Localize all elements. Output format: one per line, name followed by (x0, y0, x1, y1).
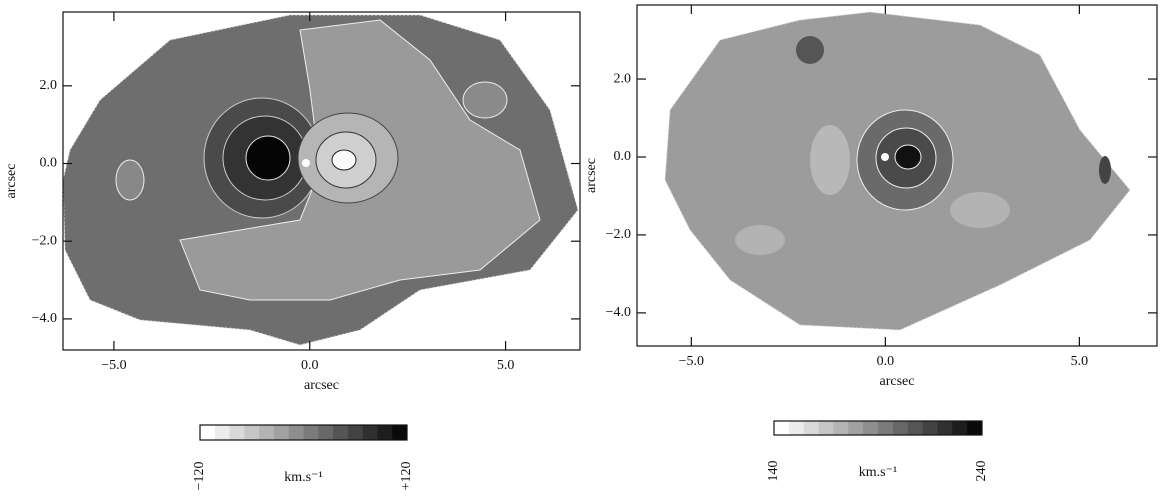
x-tick-label: 0.0 (301, 358, 319, 373)
colorbar-segment (259, 425, 275, 440)
colorbar-segment (907, 421, 924, 435)
colorbar-segment (774, 421, 790, 435)
y-tick-label: −2.0 (606, 227, 631, 242)
x-tick-label: 0.0 (877, 354, 895, 369)
colorbar-segment (214, 425, 231, 440)
colorbar-segment (803, 421, 820, 435)
colorbar-segment (392, 425, 408, 440)
dispersion-map (664, 11, 1131, 331)
y-axis-label: arcsec (4, 164, 19, 199)
x-tick-label: −5.0 (101, 358, 126, 373)
colorbar-segment (892, 421, 909, 435)
colorbar-segment (244, 425, 260, 440)
colorbar-segment (273, 425, 290, 440)
colorbar-segment (788, 421, 805, 435)
colorbar-segment (937, 421, 953, 435)
colorbar-max-label: 240 (974, 461, 989, 482)
colorbar (773, 420, 983, 436)
colorbar-segment (863, 421, 879, 435)
colorbar-segment (878, 421, 894, 435)
x-tick-label: 5.0 (497, 358, 515, 373)
colorbar-segment (377, 425, 393, 440)
colorbar-segment (967, 421, 983, 435)
colorbar-segment (200, 425, 216, 440)
colorbar-segment (333, 425, 349, 440)
colorbar-segment (229, 425, 245, 440)
velocity-map (62, 14, 579, 346)
y-tick-label: 2.0 (614, 71, 632, 86)
colorbar-segment (818, 421, 834, 435)
colorbar-max-label: +120 (399, 462, 414, 491)
x-tick-label: −5.0 (679, 354, 704, 369)
colorbar-segment (833, 421, 849, 435)
y-tick-label: −4.0 (606, 305, 631, 320)
x-tick-label: 5.0 (1071, 354, 1089, 369)
colorbar-segment (922, 421, 938, 435)
colorbar-segment (952, 421, 968, 435)
colorbar-segment (347, 425, 364, 440)
y-axis-label: arcsec (584, 158, 599, 193)
y-tick-label: 0.0 (614, 149, 632, 164)
x-axis-label: arcsec (304, 378, 339, 393)
y-tick-label: −2.0 (32, 233, 57, 248)
colorbar-segment (848, 421, 864, 435)
y-tick-label: 0.0 (40, 156, 58, 171)
colorbar-min-label: −120 (192, 462, 207, 491)
x-axis-label: arcsec (880, 374, 915, 389)
colorbar-segment (303, 425, 319, 440)
colorbar-unit: km.s⁻¹ (859, 465, 897, 480)
colorbar-unit: km.s⁻¹ (284, 470, 322, 485)
colorbar (199, 424, 408, 441)
plot-frame (62, 11, 581, 351)
colorbar-segment (288, 425, 304, 440)
plot-frame (636, 4, 1158, 347)
colorbar-min-label: 140 (766, 461, 781, 482)
y-tick-label: 2.0 (40, 78, 58, 93)
colorbar-segment (362, 425, 378, 440)
y-tick-label: −4.0 (32, 311, 57, 326)
colorbar-segment (318, 425, 334, 440)
